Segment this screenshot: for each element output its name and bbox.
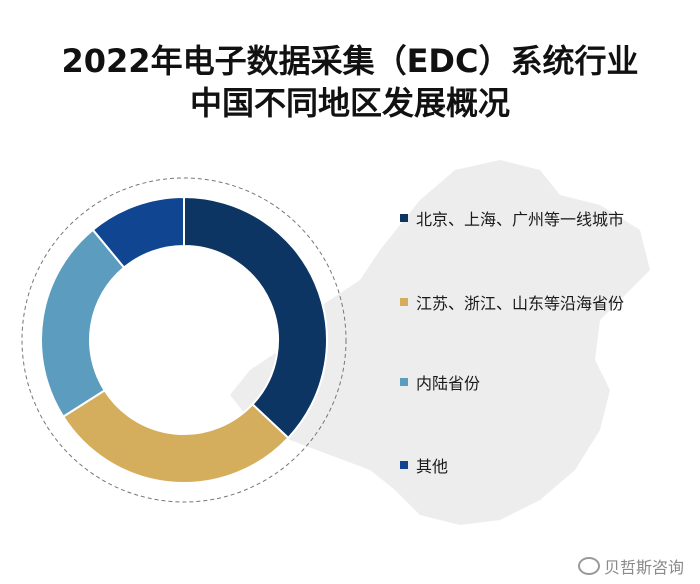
chart-title: 2022年电子数据采集（EDC）系统行业 中国不同地区发展概况 [0,40,700,124]
legend-item-other: 其他 [400,453,448,477]
donut-slice-other [91,195,185,269]
legend-label-inland: 内陆省份 [416,374,481,393]
watermark: 贝哲斯咨询 [577,554,684,578]
donut-slice-tier1-cities [183,195,328,440]
title-line-1: 2022年电子数据采集（EDC）系统行业 [61,42,639,80]
donut-slice-coastal-provinces [61,388,290,484]
legend-label-other: 其他 [416,457,449,476]
legend-swatch-tier1 [400,214,408,222]
legend-label-tier1: 北京、上海、广州等一线城市 [416,210,625,229]
legend-swatch-coastal [400,298,408,306]
donut-outline-circle [21,177,347,503]
weibo-icon [577,557,600,575]
legend-swatch-inland [400,378,408,386]
legend-item-inland-provinces: 内陆省份 [400,370,480,394]
legend-swatch-other [400,461,408,469]
legend-item-coastal-provinces: 江苏、浙江、山东等沿海省份 [400,290,624,314]
legend-label-coastal: 江苏、浙江、山东等沿海省份 [416,294,625,313]
watermark-text: 贝哲斯咨询 [603,558,684,577]
title-line-2: 中国不同地区发展概况 [189,84,510,122]
legend-item-tier1-cities: 北京、上海、广州等一线城市 [400,206,624,230]
